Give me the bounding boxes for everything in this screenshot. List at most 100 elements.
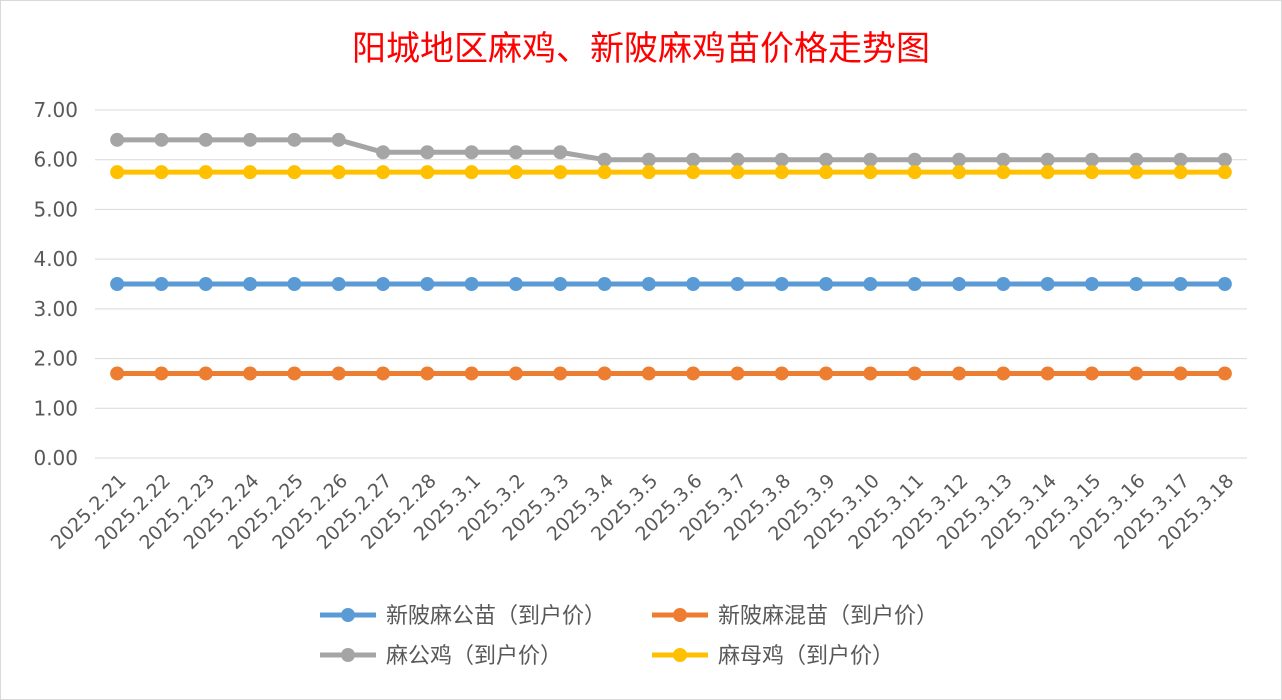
- data-point: [1217, 152, 1232, 167]
- data-point: [907, 152, 922, 167]
- data-point: [376, 277, 390, 291]
- data-point: [730, 277, 745, 291]
- data-point: [553, 145, 568, 160]
- data-point: [508, 277, 523, 291]
- data-point: [1217, 165, 1232, 180]
- data-point: [819, 165, 834, 180]
- data-point: [110, 165, 125, 180]
- data-point: [508, 366, 523, 381]
- data-point: [597, 366, 612, 381]
- data-point: [243, 132, 258, 147]
- data-point: [464, 165, 479, 180]
- data-point: [1129, 277, 1144, 291]
- data-point: [863, 152, 878, 167]
- series-3: [110, 132, 1232, 167]
- data-point: [110, 366, 125, 381]
- data-point: [819, 152, 834, 167]
- data-point: [1084, 152, 1099, 167]
- data-point: [819, 366, 834, 381]
- data-point: [996, 152, 1011, 167]
- data-point: [1040, 277, 1055, 291]
- data-point: [1173, 366, 1188, 381]
- data-point: [1173, 165, 1188, 180]
- data-point: [730, 165, 745, 180]
- y-tick-label: 3.00: [33, 297, 78, 321]
- data-point: [154, 277, 169, 291]
- data-point: [376, 165, 390, 180]
- data-point: [730, 152, 745, 167]
- data-point: [154, 366, 169, 381]
- data-point: [553, 277, 568, 291]
- data-point: [331, 277, 346, 291]
- data-point: [553, 165, 568, 180]
- data-point: [287, 165, 302, 180]
- data-point: [863, 165, 878, 180]
- data-point: [331, 132, 346, 147]
- legend: 新陂麻公苗（到户价） 新陂麻混苗（到户价） 麻公鸡（到户价） 麻母鸡（到户价）: [320, 604, 938, 669]
- y-tick-label: 0.00: [33, 446, 78, 470]
- legend-label: 新陂麻混苗（到户价）: [718, 604, 938, 629]
- legend-label: 麻母鸡（到户价）: [718, 644, 894, 669]
- data-point: [686, 277, 701, 291]
- data-point: [1217, 277, 1232, 291]
- data-point: [464, 277, 479, 291]
- data-point: [420, 165, 435, 180]
- data-point: [597, 277, 612, 291]
- data-point: [907, 277, 922, 291]
- data-point: [420, 366, 435, 381]
- data-point: [641, 165, 656, 180]
- data-point: [863, 277, 878, 291]
- data-point: [907, 165, 922, 180]
- data-point: [597, 165, 612, 180]
- data-point: [1173, 277, 1188, 291]
- data-point: [331, 165, 346, 180]
- data-point: [110, 277, 125, 291]
- data-point: [243, 366, 258, 381]
- data-point: [952, 277, 966, 291]
- data-point: [420, 277, 435, 291]
- y-tick-label: 7.00: [33, 98, 78, 122]
- y-tick-label: 6.00: [33, 148, 78, 172]
- data-point: [686, 165, 701, 180]
- y-axis-ticks: 0.00 1.00 2.00 3.00 4.00 5.00 6.00 7.00: [33, 98, 78, 470]
- data-point: [996, 277, 1011, 291]
- legend-item: 麻公鸡（到户价）: [320, 644, 562, 669]
- data-point: [996, 366, 1011, 381]
- data-point: [243, 277, 258, 291]
- series-group: [110, 132, 1232, 381]
- data-point: [641, 366, 656, 381]
- data-point: [1040, 152, 1055, 167]
- legend-label: 新陂麻公苗（到户价）: [386, 604, 606, 629]
- data-point: [243, 165, 258, 180]
- legend-swatch-marker: [673, 648, 687, 662]
- series-4: [110, 165, 1232, 180]
- legend-label: 麻公鸡（到户价）: [386, 644, 562, 669]
- data-point: [287, 132, 302, 147]
- data-point: [198, 277, 213, 291]
- data-point: [774, 366, 789, 381]
- data-point: [464, 366, 479, 381]
- data-point: [819, 277, 834, 291]
- data-point: [686, 366, 701, 381]
- data-point: [376, 366, 390, 381]
- data-point: [198, 132, 213, 147]
- data-point: [641, 152, 656, 167]
- data-point: [154, 132, 169, 147]
- data-point: [730, 366, 745, 381]
- data-point: [774, 277, 789, 291]
- y-tick-label: 4.00: [33, 247, 78, 271]
- data-point: [331, 366, 346, 381]
- data-point: [952, 152, 966, 167]
- data-point: [686, 152, 701, 167]
- data-point: [508, 165, 523, 180]
- data-point: [198, 366, 213, 381]
- data-point: [464, 145, 479, 160]
- data-point: [863, 366, 878, 381]
- data-point: [154, 165, 169, 180]
- series-2: [110, 366, 1232, 381]
- data-point: [952, 366, 966, 381]
- data-point: [376, 145, 390, 160]
- data-point: [774, 165, 789, 180]
